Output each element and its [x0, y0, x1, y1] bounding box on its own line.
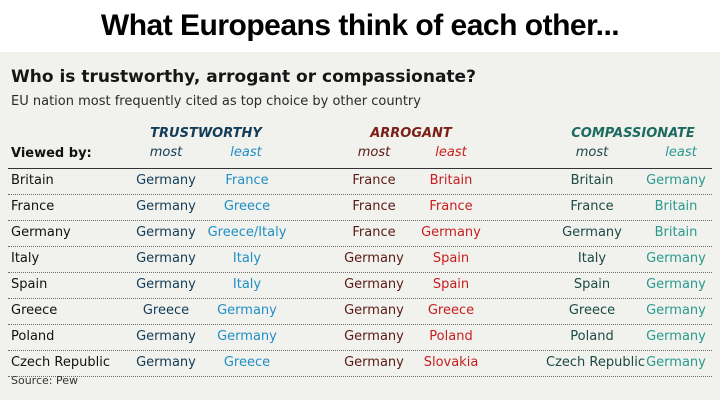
table-row: Spain Germany Italy Germany Spain Spain …	[8, 273, 712, 299]
arrogant-least-cell: Spain	[432, 251, 470, 266]
compassionate-most-cell: Germany	[562, 225, 622, 240]
group-arrogant-header: ARROGANT	[370, 126, 452, 141]
viewed-by-label: Viewed by:	[11, 146, 92, 161]
country-name: Poland	[11, 329, 55, 344]
trustworthy-most-cell: Germany	[136, 329, 196, 344]
trustworthy-most-cell: Greece	[142, 303, 190, 318]
trustworthy-least-cell: Italy	[232, 277, 262, 292]
trustworthy-most-cell: Germany	[136, 251, 196, 266]
arrogant-most-cell: France	[352, 225, 396, 240]
country-name: France	[11, 199, 55, 214]
trustworthy-most-cell: Germany	[136, 225, 196, 240]
arrogant-least-cell: Slovakia	[423, 355, 479, 370]
compassionate-most-cell: Britain	[570, 173, 614, 188]
trustworthy-most-cell: Germany	[136, 199, 196, 214]
compassionate-least-cell: Britain	[654, 199, 698, 214]
table-row: Czech Republic Germany Greece Germany Sl…	[8, 351, 712, 377]
country-table: Britain Germany France France Britain Br…	[8, 168, 712, 377]
trustworthy-least-cell: Greece	[223, 199, 271, 214]
table-row: Britain Germany France France Britain Br…	[8, 168, 712, 195]
group-compassionate-header: COMPASSIONATE	[571, 126, 695, 141]
trustworthy-most-cell: Germany	[136, 355, 196, 370]
trustworthy-most-cell: Germany	[136, 173, 196, 188]
source-note: Source: Pew	[11, 374, 78, 387]
compassionate-least-cell: Germany	[646, 173, 706, 188]
compassionate-least-cell: Germany	[646, 303, 706, 318]
trustworthy-least-header: least	[230, 145, 262, 160]
compassionate-least-cell: Germany	[646, 329, 706, 344]
banner-title: What Europeans think of each other...	[100, 9, 620, 42]
arrogant-most-cell: Germany	[344, 303, 404, 318]
country-name: Britain	[11, 173, 54, 188]
compassionate-least-cell: Germany	[646, 251, 706, 266]
arrogant-least-cell: Britain	[429, 173, 473, 188]
arrogant-most-cell: Germany	[344, 251, 404, 266]
compassionate-most-cell: France	[570, 199, 614, 214]
trustworthy-most-header: most	[149, 145, 183, 160]
table-row: Greece Greece Germany Germany Greece Gre…	[8, 299, 712, 325]
arrogant-most-header: most	[357, 145, 391, 160]
compassionate-most-header: most	[575, 145, 609, 160]
country-name: Italy	[11, 251, 40, 266]
trustworthy-least-cell: France	[225, 173, 269, 188]
table-row: Italy Germany Italy Germany Spain Italy …	[8, 247, 712, 273]
compassionate-most-cell: Italy	[577, 251, 607, 266]
compassionate-most-cell: Poland	[570, 329, 614, 344]
arrogant-most-cell: France	[352, 173, 396, 188]
arrogant-most-cell: France	[352, 199, 396, 214]
card-subtitle: EU nation most frequently cited as top c…	[11, 94, 421, 109]
trustworthy-least-cell: Germany	[217, 329, 277, 344]
compassionate-least-cell: Britain	[654, 225, 698, 240]
arrogant-least-cell: Germany	[421, 225, 481, 240]
table-row: Germany Germany Greece/Italy France Germ…	[8, 221, 712, 247]
trustworthy-least-cell: Greece/Italy	[207, 225, 287, 240]
arrogant-least-cell: Poland	[429, 329, 473, 344]
arrogant-least-cell: Greece	[427, 303, 475, 318]
trustworthy-least-cell: Germany	[217, 303, 277, 318]
compassionate-least-header: least	[665, 145, 697, 160]
trustworthy-least-cell: Greece	[223, 355, 271, 370]
country-name: Spain	[11, 277, 48, 292]
arrogant-least-cell: Spain	[432, 277, 470, 292]
arrogant-most-cell: Germany	[344, 355, 404, 370]
compassionate-least-cell: Germany	[646, 277, 706, 292]
trustworthy-least-cell: Italy	[232, 251, 262, 266]
arrogant-least-cell: France	[429, 199, 473, 214]
compassionate-most-cell: Spain	[573, 277, 611, 292]
group-trustworthy-header: TRUSTWORTHY	[150, 126, 262, 141]
country-name: Czech Republic	[11, 355, 110, 370]
compassionate-most-cell: Greece	[568, 303, 616, 318]
trustworthy-most-cell: Germany	[136, 277, 196, 292]
table-row: France Germany Greece France France Fran…	[8, 195, 712, 221]
infographic-card: Who is trustworthy, arrogant or compassi…	[0, 52, 720, 400]
arrogant-least-header: least	[435, 145, 467, 160]
arrogant-most-cell: Germany	[344, 329, 404, 344]
table-row: Poland Germany Germany Germany Poland Po…	[8, 325, 712, 351]
banner: What Europeans think of each other...	[0, 0, 720, 52]
card-title: Who is trustworthy, arrogant or compassi…	[11, 67, 476, 87]
compassionate-least-cell: Germany	[646, 355, 706, 370]
arrogant-most-cell: Germany	[344, 277, 404, 292]
country-name: Germany	[11, 225, 71, 240]
compassionate-most-cell: Czech Republic	[546, 355, 645, 370]
country-name: Greece	[11, 303, 58, 318]
